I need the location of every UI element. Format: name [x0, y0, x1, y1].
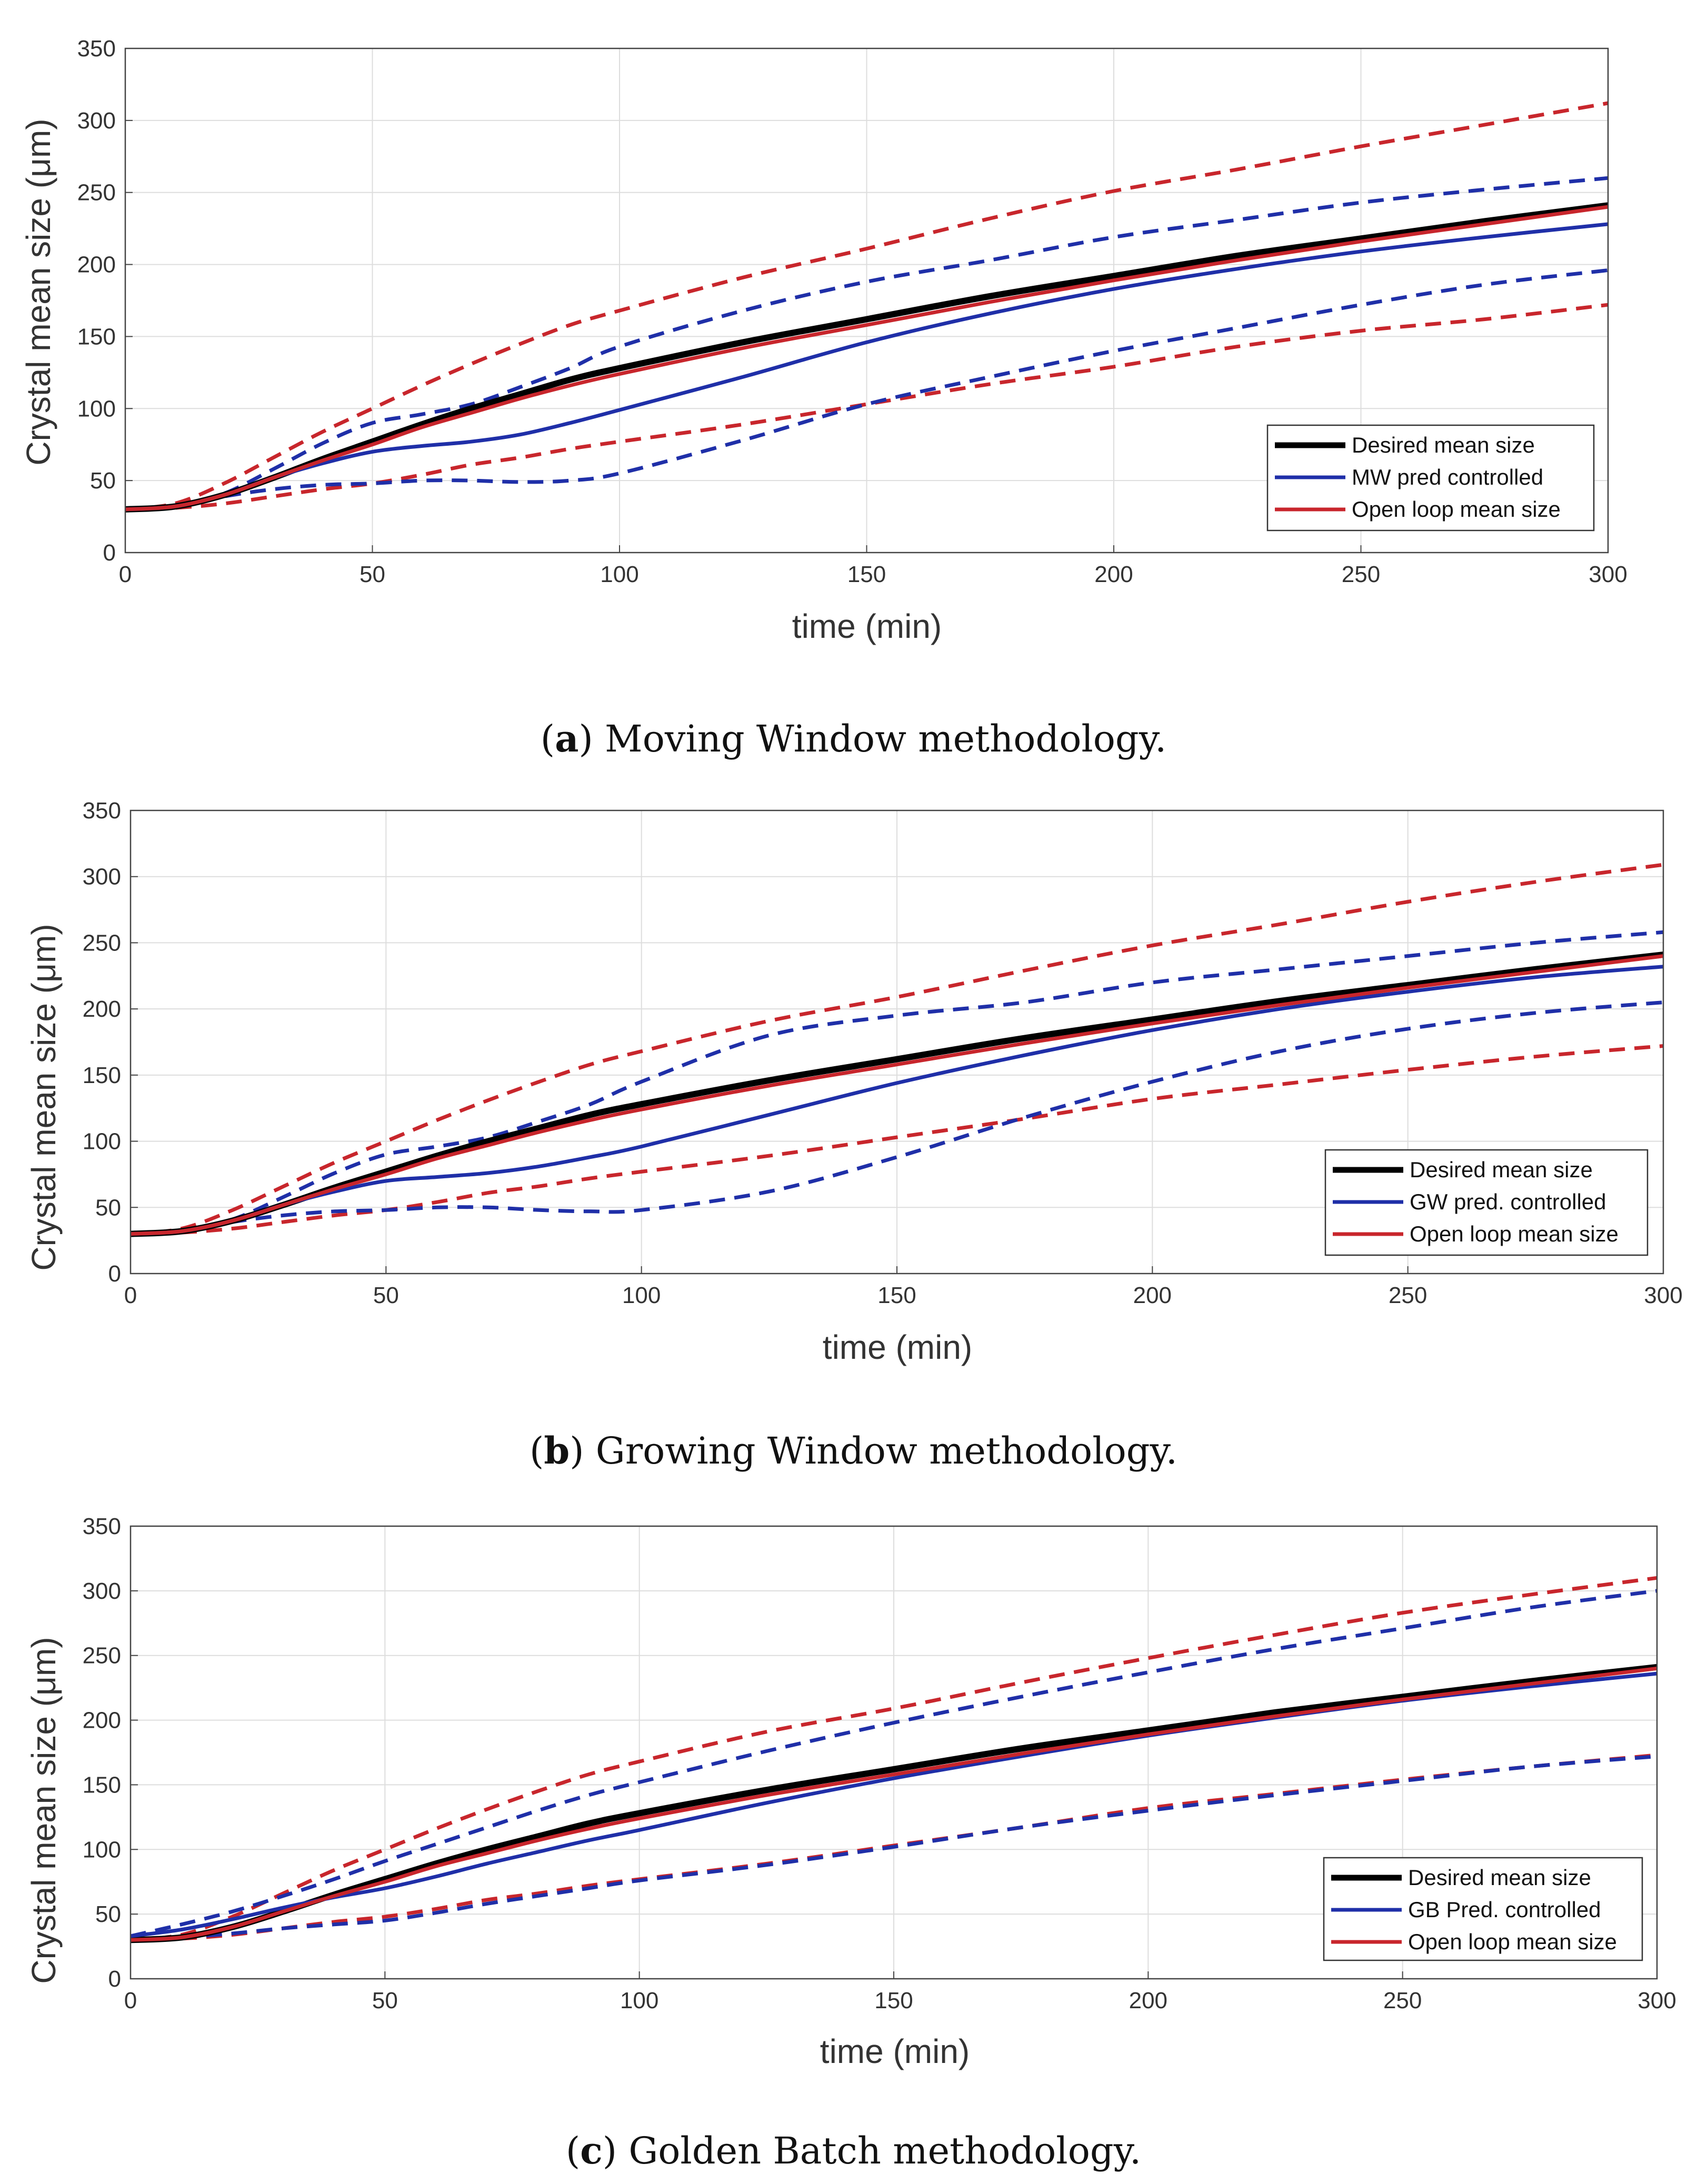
y-tick-label: 300	[77, 108, 116, 134]
series-line	[130, 1666, 1658, 1942]
x-tick-label: 100	[600, 562, 638, 587]
series-dashed-bound	[130, 1576, 1658, 1942]
x-axis-label: time (min)	[823, 1328, 972, 1366]
series-dashed-bound	[130, 930, 1664, 1236]
x-tick-label: 150	[847, 562, 886, 587]
caption-letter: c	[580, 2129, 603, 2172]
x-tick-label: 0	[119, 562, 132, 587]
x-tick-label: 200	[1129, 1988, 1167, 2013]
x-tick-label: 300	[1644, 1283, 1682, 1308]
series-line	[130, 954, 1664, 1236]
y-tick-label: 50	[90, 468, 116, 494]
y-tick-label: 50	[95, 1901, 121, 1927]
legend-entry: Desired mean size	[1408, 1865, 1591, 1890]
x-tick-label: 0	[124, 1988, 137, 2013]
caption-text: Growing Window methodology.	[595, 1429, 1178, 1472]
series-dashed-bound	[125, 268, 1609, 512]
series-dashed-bound	[130, 1044, 1664, 1236]
legend-entry: Desired mean size	[1410, 1157, 1593, 1182]
caption-text: Golden Batch methodology.	[628, 2129, 1142, 2172]
series-line	[125, 205, 1609, 512]
chart-panel-a: 0 50 100 150 200 250 300 0 50 100 150 200 250 300 350 …	[0, 0, 1707, 774]
x-tick-label: 100	[622, 1283, 661, 1308]
chart-b-svg: 0 50 100 150 200 250 300050100150200250300350 …	[25, 798, 1683, 1366]
y-tick-label: 350	[77, 36, 116, 62]
x-tick-label: 250	[1383, 1988, 1422, 2013]
legend-entry: Open loop mean size	[1408, 1929, 1617, 1954]
y-tick-label: 250	[77, 180, 116, 206]
y-tick-label: 200	[83, 996, 121, 1022]
plot-frame	[124, 47, 1609, 554]
x-tick-label: 150	[877, 1283, 916, 1308]
x-tick-label: 100	[620, 1988, 658, 2013]
chart-a-svg: 0 50 100 150 200 250 300050100150200250300350 …	[19, 36, 1628, 645]
x-tick-label: 200	[1094, 562, 1133, 587]
y-tick-label: 0	[103, 540, 116, 566]
chart-panel-c: 0 50 100 150 200 250 300 0 50 100 150 200 250 300 350 …	[0, 1505, 1707, 2184]
x-tick-label: 200	[1133, 1283, 1172, 1308]
y-tick-label: 300	[83, 864, 121, 890]
caption-letter: b	[544, 1429, 570, 1472]
y-tick-label: 150	[83, 1063, 121, 1088]
series-dashed-bound	[130, 863, 1664, 1236]
x-tick-label: 250	[1342, 562, 1380, 587]
series-dashed-bound	[125, 101, 1609, 512]
y-tick-label: 150	[77, 324, 116, 349]
x-tick-label: 50	[360, 562, 385, 587]
legend-entry: Open loop mean size	[1352, 497, 1561, 522]
y-tick-label: 200	[77, 252, 116, 278]
y-tick-label: 0	[108, 1261, 121, 1287]
x-axis-label: time (min)	[792, 607, 942, 645]
legend-entry: MW pred controlled	[1352, 465, 1543, 489]
x-tick-label: 0	[124, 1283, 137, 1308]
chart-caption: (a) Moving Window methodology.	[540, 717, 1167, 760]
y-tick-label: 200	[83, 1708, 121, 1734]
y-axis-label: Crystal mean size (μm)	[25, 1637, 63, 1983]
x-tick-label: 50	[372, 1988, 398, 2013]
y-tick-label: 0	[108, 1966, 121, 1992]
chart-panel-b: 0 50 100 150 200 250 300 0 50 100 150 200 250 300 350 …	[0, 789, 1707, 1489]
legend-entry: GB Pred. controlled	[1408, 1897, 1601, 1922]
plot-frame	[129, 809, 1664, 1275]
chart-c-svg: 0 50 100 150 200 250 300050100150200250300350 …	[25, 1514, 1676, 2070]
x-tick-label: 50	[373, 1283, 399, 1308]
legend-entry: GW pred. controlled	[1410, 1189, 1606, 1214]
x-axis-label: time (min)	[820, 2032, 970, 2070]
chart-caption: (b) Growing Window methodology.	[529, 1429, 1178, 1472]
y-axis-label: Crystal mean size (μm)	[19, 118, 57, 465]
y-tick-label: 250	[83, 930, 121, 956]
y-tick-label: 100	[83, 1837, 121, 1862]
series-dashed-bound	[130, 1754, 1658, 1942]
legend-entry: Desired mean size	[1352, 433, 1535, 457]
y-tick-label: 350	[83, 1514, 121, 1539]
series-dashed-bound	[125, 303, 1609, 512]
caption-text: Moving Window methodology.	[605, 717, 1167, 760]
x-tick-label: 300	[1589, 562, 1627, 587]
y-tick-label: 300	[83, 1578, 121, 1604]
x-tick-label: 300	[1638, 1988, 1676, 2013]
chart-caption: (c) Golden Batch methodology.	[565, 2129, 1142, 2172]
y-tick-label: 100	[83, 1129, 121, 1155]
x-tick-label: 150	[874, 1988, 913, 2013]
y-tick-label: 150	[83, 1772, 121, 1798]
y-tick-label: 250	[83, 1643, 121, 1669]
legend-entry: Open loop mean size	[1410, 1221, 1619, 1246]
y-tick-label: 350	[83, 798, 121, 824]
series-dashed-bound	[125, 176, 1609, 512]
series-dashed-bound	[130, 1589, 1658, 1938]
plot-frame	[129, 1525, 1658, 1980]
y-tick-label: 100	[77, 396, 116, 422]
caption-letter: a	[555, 717, 579, 760]
series-dashed-bound	[130, 1000, 1664, 1236]
y-tick-label: 50	[95, 1195, 121, 1220]
x-tick-label: 250	[1389, 1283, 1427, 1308]
y-axis-label: Crystal mean size (μm)	[25, 924, 63, 1270]
